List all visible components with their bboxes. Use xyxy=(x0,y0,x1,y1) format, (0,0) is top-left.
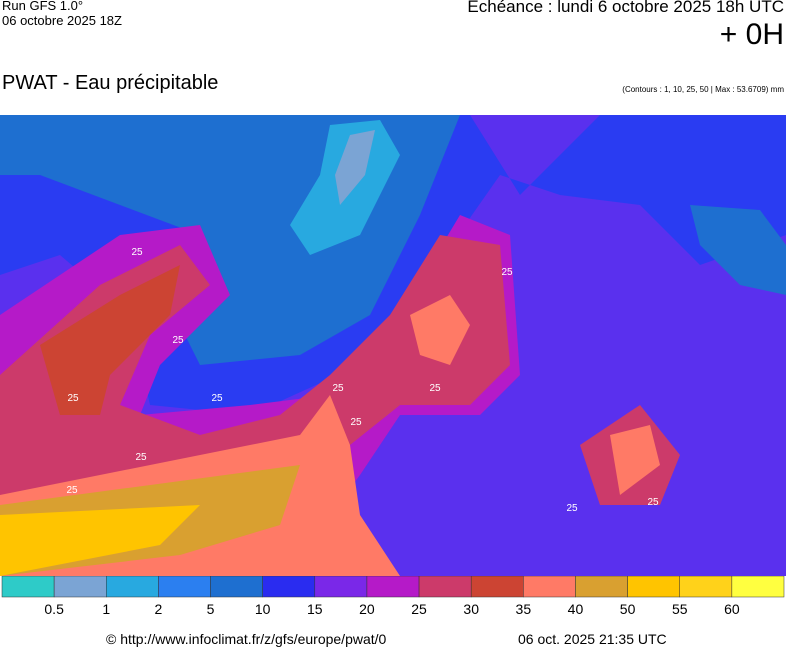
contour-label: 25 xyxy=(332,383,344,394)
contour-label: 25 xyxy=(66,485,78,496)
contour-label: 25 xyxy=(211,393,223,404)
atlantic-plume xyxy=(40,265,180,415)
legend-label: 35 xyxy=(516,601,532,617)
legend-label: 20 xyxy=(359,601,375,617)
contour-label: 25 xyxy=(172,335,184,346)
legend-label: 25 xyxy=(411,601,427,617)
contour-info: (Contours : 1, 10, 25, 50 | Max : 53.670… xyxy=(622,85,784,94)
run-label: Run GFS 1.0° xyxy=(2,0,84,13)
contour-label: 25 xyxy=(501,267,513,278)
lead-time: + 0H xyxy=(719,18,784,51)
contour-label: 25 xyxy=(135,452,147,463)
legend-label: 30 xyxy=(463,601,479,617)
legend-label: 50 xyxy=(620,601,636,617)
legend-swatch xyxy=(679,576,733,598)
contour-label: 25 xyxy=(67,393,79,404)
legend-swatch xyxy=(106,576,159,598)
subtropic-core xyxy=(0,505,200,576)
valid-time: Echéance : lundi 6 octobre 2025 18h UTC xyxy=(467,0,784,16)
legend-swatch xyxy=(366,576,420,598)
legend-swatch xyxy=(627,576,680,598)
legend-swatch xyxy=(523,576,576,598)
legend-label: 60 xyxy=(724,601,740,617)
legend-swatch xyxy=(575,576,628,598)
legend-label: 2 xyxy=(155,601,163,617)
legend-label: 40 xyxy=(568,601,584,617)
legend: 0.5 1 2 5 10 15 20 25 30 35 40 50 55 60 xyxy=(1,576,785,617)
legend-swatch xyxy=(470,576,524,598)
legend-swatch xyxy=(418,576,472,598)
legend-swatch xyxy=(1,576,55,598)
contour-label: 25 xyxy=(566,503,578,514)
legend-swatch xyxy=(731,576,785,598)
uk-plume xyxy=(410,295,470,365)
legend-label: 55 xyxy=(672,601,688,617)
east-dry xyxy=(690,205,786,295)
legend-swatch xyxy=(210,576,263,598)
run-date: 06 octobre 2025 18Z xyxy=(2,13,122,28)
greenland-core xyxy=(335,130,375,205)
generated-time: 06 oct. 2025 21:35 UTC xyxy=(518,631,667,647)
legend-label: 5 xyxy=(207,601,215,617)
source-url: © http://www.infoclimat.fr/z/gfs/europe/… xyxy=(106,631,387,647)
legend-swatch xyxy=(314,576,368,598)
contour-label: 25 xyxy=(350,417,362,428)
legend-label: 10 xyxy=(255,601,271,617)
legend-swatch xyxy=(53,576,107,598)
legend-label: 0.5 xyxy=(44,601,64,617)
legend-label: 1 xyxy=(102,601,110,617)
contour-label: 25 xyxy=(647,497,659,508)
legend-label: 15 xyxy=(307,601,323,617)
legend-swatch xyxy=(158,576,211,598)
legend-swatch xyxy=(262,576,316,598)
contour-label: 25 xyxy=(131,247,143,258)
map: 25 25 25 25 25 25 25 25 25 25 25 25 xyxy=(0,115,786,576)
east-med-core xyxy=(610,425,660,495)
map-title: PWAT - Eau précipitable xyxy=(2,72,219,94)
contour-labels: 25 25 25 25 25 25 25 25 25 25 25 25 xyxy=(66,247,659,514)
contour-label: 25 xyxy=(429,383,441,394)
